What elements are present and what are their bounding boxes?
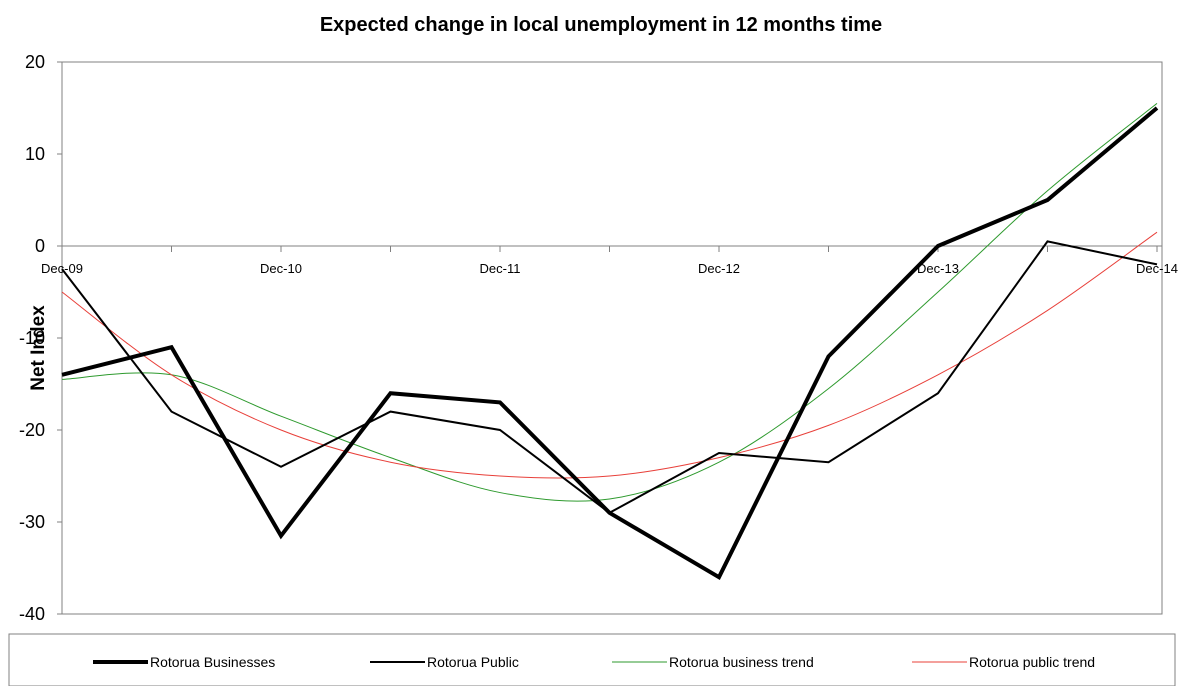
x-tick-label: Dec-14 bbox=[1136, 261, 1178, 276]
x-axis: Dec-09 Dec-10 Dec-11 Dec-12 Dec-13 Dec-14 bbox=[41, 245, 1178, 276]
x-tick-label: Dec-13 bbox=[917, 261, 959, 276]
legend: Rotorua Businesses Rotorua Public Rotorua … bbox=[93, 654, 1095, 670]
y-tick-label: -30 bbox=[19, 512, 45, 532]
y-tick-label: -40 bbox=[19, 604, 45, 624]
legend-label: Rotorua Businesses bbox=[150, 654, 275, 670]
legend-box bbox=[8, 633, 1176, 686]
series-line-rotorua-public-trend bbox=[61, 231, 1158, 479]
y-axis-label: Net Index bbox=[28, 305, 49, 391]
x-tick-label: Dec-12 bbox=[698, 261, 740, 276]
plot-area bbox=[61, 61, 1163, 615]
y-tick-label: 20 bbox=[25, 52, 45, 72]
legend-label: Rotorua business trend bbox=[669, 654, 814, 670]
chart-title: Expected change in local unemployment in… bbox=[320, 14, 882, 36]
legend-label: Rotorua public trend bbox=[969, 654, 1095, 670]
series-group bbox=[61, 103, 1159, 581]
series-line-rotorua-businesses bbox=[61, 106, 1159, 581]
x-tick-label: Dec-09 bbox=[41, 261, 83, 276]
y-tick-label: -20 bbox=[19, 420, 45, 440]
y-axis: 20 10 0 -10 -20 -30 -40 bbox=[19, 52, 62, 624]
y-tick-label: -10 bbox=[19, 328, 45, 348]
x-tick-label: Dec-11 bbox=[480, 261, 521, 276]
series-line-rotorua-business-trend bbox=[61, 103, 1158, 502]
y-tick-label: 10 bbox=[25, 144, 45, 164]
y-tick-label: 0 bbox=[35, 236, 45, 256]
x-tick-label: Dec-10 bbox=[260, 261, 302, 276]
legend-label: Rotorua Public bbox=[427, 654, 519, 670]
